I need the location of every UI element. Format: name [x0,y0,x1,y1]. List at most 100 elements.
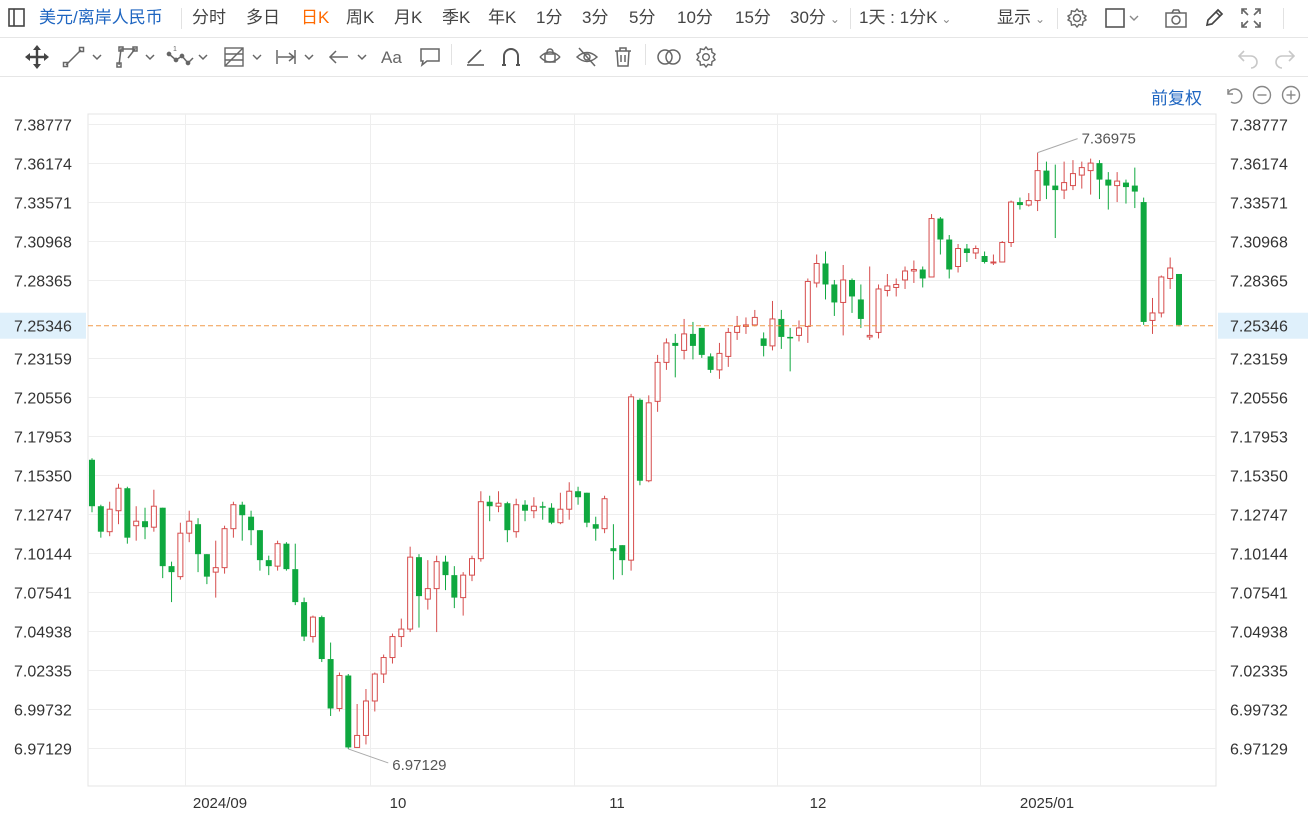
candle [380,654,387,684]
candle [398,618,405,648]
reset-icon[interactable] [1223,85,1243,110]
candle-body [946,239,953,270]
magnet-icon[interactable] [499,44,523,70]
candle-body [1131,185,1138,192]
adjust-price-toggle[interactable]: 前复权 [1151,89,1202,108]
camera-icon[interactable] [1164,7,1188,34]
candle-body [1078,167,1085,176]
candle-body [734,325,741,333]
candle-body [919,269,926,279]
wave-icon[interactable]: 1 [166,44,212,70]
symbol-name[interactable]: 美元/离岸人民币 [39,8,163,27]
candle [221,525,228,574]
lock-icon[interactable] [537,44,563,70]
candle-body [804,280,811,327]
candle-body [477,501,484,560]
delete-icon[interactable] [612,44,634,70]
candle-body [795,327,802,336]
square-dropdown-icon[interactable] [1104,7,1144,34]
y-tick-label: 7.02335 [1230,664,1288,681]
candle [336,672,343,712]
period-tab-year-k[interactable]: 年K [488,8,517,27]
candlestick-chart[interactable]: 7.38777 7.36174 7.33571 7.30968 7.28365 7.253… [0,110,1308,831]
candle-body [407,556,414,630]
period-tab-10min[interactable]: 10分 [677,8,713,27]
candle [115,483,122,525]
range-icon[interactable] [274,44,318,70]
candle-body [698,327,705,355]
divider [850,8,851,29]
arrow-icon[interactable] [327,44,371,70]
candle [469,555,476,582]
redo-icon[interactable] [1273,44,1297,70]
zoom-in-icon[interactable] [1281,85,1301,110]
y-tick-label: 7.07541 [14,586,72,603]
candle [893,278,900,297]
candle-body [725,331,732,357]
pencil-icon[interactable] [1203,7,1225,34]
text-icon[interactable]: Aa [381,44,407,70]
candle-body [539,506,546,508]
fibonacci-icon[interactable] [222,44,266,70]
period-tab-quarter-k[interactable]: 季K [442,8,471,27]
panel-toggle-icon[interactable] [7,0,27,37]
period-tab-5min[interactable]: 5分 [629,8,656,27]
move-icon[interactable] [24,44,50,70]
period-tab-month-k[interactable]: 月K [394,8,423,27]
divider [1057,8,1058,29]
candle [407,546,414,633]
candle [274,540,281,571]
zoom-out-icon[interactable] [1252,85,1272,110]
candle-body [566,490,573,510]
period-tab-week-k[interactable]: 周K [346,8,375,27]
high-pointer [1037,138,1078,154]
interval-selector[interactable]: 1天 : 1分K ⌄ [859,0,951,37]
period-tab-1min[interactable]: 1分 [536,8,563,27]
candle-body [663,342,670,363]
period-tab-15min[interactable]: 15分 [735,8,771,27]
candle-body [902,270,909,281]
polyline-icon[interactable] [115,44,159,70]
candle [1176,273,1182,327]
candle-body [963,248,970,254]
candle [1158,275,1165,318]
fullscreen-icon[interactable] [1240,7,1262,34]
period-tab-fenshi[interactable]: 分时 [192,8,226,27]
candle [283,542,290,571]
plot-frame [87,113,1217,787]
candle-body [575,491,582,498]
candle-body [301,602,308,637]
period-tab-30min[interactable]: 30分 ⌄ [790,0,840,37]
period-tab-multiday[interactable]: 多日 [246,8,280,27]
chart-grid [87,113,1217,787]
display-menu[interactable]: 显示 ⌄ [997,0,1045,37]
gear-icon[interactable] [694,44,718,70]
hide-icon[interactable] [575,44,599,70]
candle [1078,161,1085,189]
candle [1043,161,1050,200]
candle [575,486,582,505]
candle-body [1052,185,1059,191]
comment-icon[interactable] [418,44,442,70]
candle-body [424,588,431,600]
candle [804,278,811,343]
candle [566,482,573,520]
chart-canvas[interactable]: 7.38777 7.36174 7.33571 7.30968 7.28365 7.253… [0,110,1308,831]
line-icon[interactable] [62,44,106,70]
candle [389,633,396,664]
candle [583,492,590,528]
candle [813,254,820,288]
candle-body [769,318,776,347]
candle [451,566,458,609]
period-tab-day-k[interactable]: 日K [301,8,330,27]
compare-icon[interactable] [655,44,683,70]
candle-body [557,508,564,524]
draw-line-icon[interactable] [464,44,488,70]
candle [849,278,856,313]
candle [902,266,909,289]
undo-icon[interactable] [1236,44,1260,70]
settings-icon[interactable] [1066,7,1088,34]
period-tab-3min[interactable]: 3分 [582,8,609,27]
candle-body [504,503,511,531]
candle [955,244,962,273]
